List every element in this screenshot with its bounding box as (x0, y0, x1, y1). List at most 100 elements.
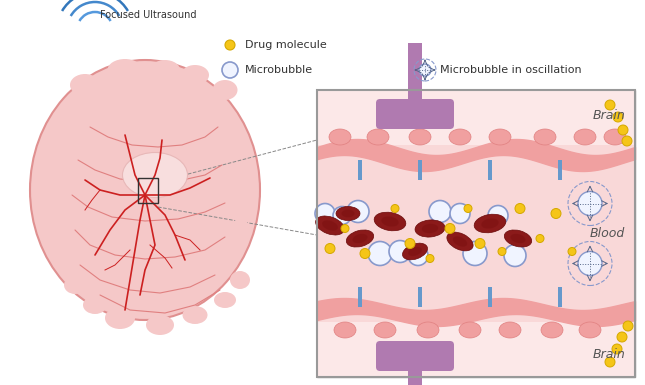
FancyBboxPatch shape (376, 341, 454, 371)
Ellipse shape (374, 322, 396, 338)
Bar (408, 43, 422, 103)
Circle shape (617, 332, 627, 342)
Bar (408, 364, 422, 385)
Circle shape (605, 100, 615, 110)
Ellipse shape (230, 219, 250, 241)
Ellipse shape (334, 322, 356, 338)
Circle shape (225, 40, 235, 50)
Circle shape (613, 112, 623, 122)
Text: Brain: Brain (592, 348, 625, 362)
Bar (138, 178, 158, 203)
Bar (317, 145, 635, 322)
Ellipse shape (108, 59, 143, 81)
Ellipse shape (183, 306, 208, 324)
Ellipse shape (415, 220, 445, 237)
Circle shape (498, 248, 506, 256)
Bar (558, 160, 562, 180)
Ellipse shape (336, 206, 360, 221)
Circle shape (551, 209, 561, 219)
Text: Focused Ultrasound: Focused Ultrasound (100, 10, 197, 20)
Bar (488, 160, 492, 180)
Ellipse shape (604, 129, 626, 145)
Circle shape (475, 238, 485, 248)
Ellipse shape (367, 129, 389, 145)
Text: Blood: Blood (590, 227, 625, 240)
Ellipse shape (49, 214, 67, 236)
Ellipse shape (346, 230, 373, 247)
Ellipse shape (374, 212, 406, 231)
Ellipse shape (150, 60, 180, 80)
Circle shape (622, 136, 632, 146)
Text: Microbubble in oscillation: Microbubble in oscillation (440, 65, 582, 75)
Circle shape (405, 238, 415, 248)
Ellipse shape (322, 220, 338, 231)
Ellipse shape (381, 216, 399, 227)
Ellipse shape (474, 214, 506, 233)
Ellipse shape (459, 322, 481, 338)
Ellipse shape (214, 292, 236, 308)
Circle shape (504, 244, 526, 266)
Ellipse shape (499, 322, 521, 338)
Circle shape (568, 248, 576, 256)
Ellipse shape (408, 247, 422, 256)
Circle shape (605, 357, 615, 367)
Circle shape (391, 204, 399, 213)
Ellipse shape (541, 322, 563, 338)
Bar (317, 90, 635, 377)
Ellipse shape (534, 129, 556, 145)
Ellipse shape (341, 210, 355, 218)
Circle shape (341, 224, 349, 233)
Ellipse shape (181, 65, 209, 85)
Ellipse shape (481, 218, 499, 229)
Ellipse shape (212, 80, 237, 100)
Text: Brain: Brain (592, 109, 625, 122)
Circle shape (450, 204, 470, 224)
Circle shape (578, 251, 602, 276)
Circle shape (445, 224, 455, 233)
Bar (418, 160, 422, 180)
Ellipse shape (504, 230, 531, 247)
Circle shape (618, 125, 628, 135)
Circle shape (463, 241, 487, 266)
Ellipse shape (52, 244, 72, 266)
Bar (317, 90, 635, 145)
Ellipse shape (56, 184, 74, 206)
Circle shape (515, 204, 525, 214)
FancyBboxPatch shape (376, 99, 454, 129)
Ellipse shape (70, 74, 100, 96)
Circle shape (426, 254, 434, 263)
Bar (358, 160, 362, 180)
Circle shape (360, 248, 370, 258)
Ellipse shape (409, 129, 431, 145)
Ellipse shape (123, 152, 188, 198)
Bar (358, 287, 362, 307)
Ellipse shape (489, 129, 511, 145)
Ellipse shape (105, 307, 135, 329)
Ellipse shape (64, 276, 86, 294)
Text: Drug molecule: Drug molecule (245, 40, 327, 50)
Text: Microbubble: Microbubble (245, 65, 313, 75)
Ellipse shape (422, 224, 438, 233)
Bar (317, 90, 635, 377)
Circle shape (315, 204, 335, 224)
Circle shape (488, 206, 508, 226)
Ellipse shape (510, 234, 526, 243)
Circle shape (368, 241, 392, 266)
Ellipse shape (579, 322, 601, 338)
Ellipse shape (230, 271, 250, 289)
Ellipse shape (417, 322, 439, 338)
Circle shape (333, 206, 351, 224)
Bar (488, 287, 492, 307)
Ellipse shape (352, 234, 368, 243)
Ellipse shape (402, 243, 428, 260)
Circle shape (578, 191, 602, 216)
Ellipse shape (447, 232, 473, 251)
Ellipse shape (146, 315, 174, 335)
Circle shape (612, 344, 622, 354)
Circle shape (347, 201, 369, 223)
Ellipse shape (83, 296, 107, 314)
Circle shape (536, 234, 544, 243)
Ellipse shape (453, 236, 467, 247)
Circle shape (325, 243, 335, 253)
Bar (558, 287, 562, 307)
